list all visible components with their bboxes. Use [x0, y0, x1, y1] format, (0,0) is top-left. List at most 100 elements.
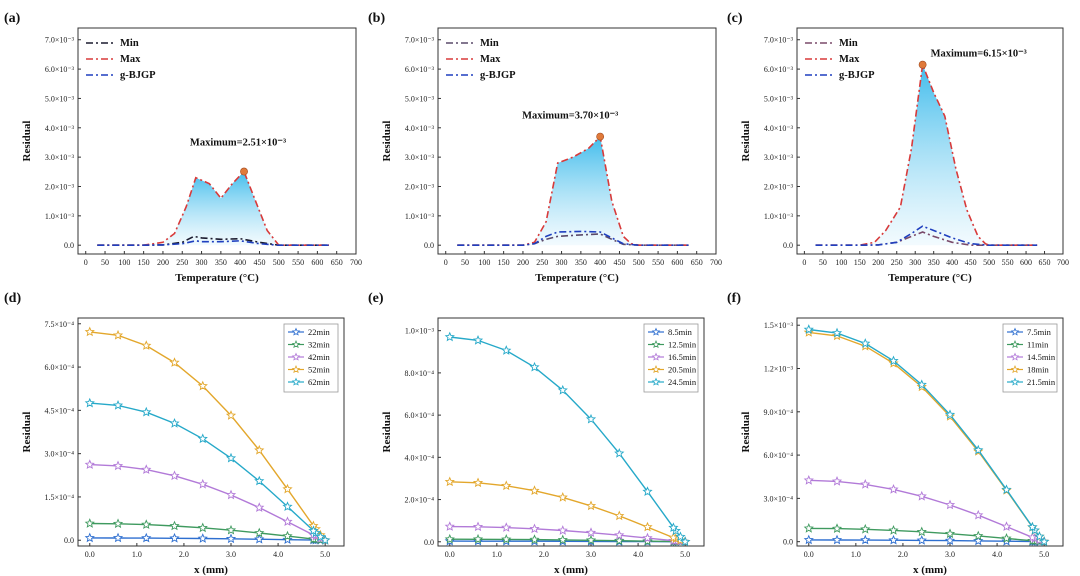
y-tick-label: 4.0×10⁻³ [45, 124, 75, 133]
x-tick-label: 350 [575, 258, 587, 267]
legend-label: 21.5min [1027, 377, 1056, 387]
fill-between-area [97, 171, 329, 246]
series-line-g-bjgp [97, 239, 329, 246]
legend-marker [291, 352, 301, 361]
y-tick-label: 1.5×10⁻³ [764, 321, 794, 330]
data-point-star [225, 489, 237, 500]
legend-marker [651, 364, 661, 374]
data-point-star [1034, 531, 1045, 541]
y-tick-label: 2.0×10⁻³ [764, 182, 794, 191]
x-tick-label: 550 [652, 258, 664, 267]
data-point-star [675, 531, 686, 542]
data-point-star [1001, 535, 1012, 546]
y-tick-label: 1.0×10⁻³ [405, 327, 435, 336]
data-point-star [614, 448, 625, 458]
x-tick-label: 500 [983, 258, 995, 267]
data-point-star [668, 522, 679, 533]
panel-label: (c) [727, 11, 743, 26]
data-point-star [1027, 521, 1038, 532]
x-tick-label: 300 [196, 258, 208, 267]
data-point-star [225, 533, 237, 544]
x-tick-label: 50 [461, 258, 469, 267]
x-tick-label: 4.0 [992, 550, 1002, 559]
plot-frame [437, 27, 717, 255]
data-point-star [888, 534, 899, 545]
y-tick-label: 6.0×10⁻⁴ [763, 451, 793, 460]
y-tick-label: 0.0 [424, 241, 434, 250]
x-tick-label: 2.0 [898, 550, 908, 559]
data-point-star [557, 384, 568, 395]
data-point-star [501, 345, 512, 355]
legend-label: g-BJGP [120, 70, 156, 81]
data-point-star [860, 534, 871, 545]
legend-label: 62min [308, 377, 330, 387]
data-point-star [1001, 533, 1012, 543]
data-point-star [501, 534, 512, 544]
x-tick-label: 4.0 [273, 550, 283, 559]
x-axis-label: Temperature (°C) [175, 272, 259, 284]
data-point-star [112, 329, 124, 340]
y-tick-label: 7.5×10⁻⁴ [44, 320, 74, 329]
data-point-star [642, 521, 653, 532]
x-axis-label: x (mm) [194, 564, 228, 576]
data-point-star [668, 532, 679, 542]
data-point-star [973, 509, 984, 520]
data-point-star [84, 518, 95, 528]
data-point-star [501, 522, 512, 532]
y-tick-label: 0.0 [64, 536, 74, 545]
x-tick-label: 0 [84, 258, 88, 267]
data-point-star [444, 476, 455, 487]
data-point-star [197, 478, 208, 489]
y-tick-label: 3.0×10⁻³ [45, 153, 75, 162]
y-tick-label: 1.0×10⁻³ [405, 212, 435, 221]
y-axis-label: Residual [21, 121, 33, 162]
data-point-star [831, 327, 843, 338]
y-tick-label: 6.0×10⁻³ [405, 65, 435, 74]
y-tick-label: 0.0 [783, 241, 793, 250]
chart-panel-4: (d) 0.0 1.0 2.0 3.0 4.0 5.0 0.0 1.5×10⁻⁴ 3.0×10⁻⁴… [4, 291, 345, 576]
legend-label: Min [120, 38, 139, 49]
data-point-star [112, 518, 124, 529]
data-point-star [84, 397, 95, 408]
data-point-star [84, 459, 95, 469]
maximum-annotation: Maximum=3.70×10⁻³ [522, 111, 618, 122]
y-tick-label: 6.0×10⁻³ [764, 65, 794, 74]
data-point-star [254, 475, 265, 486]
data-point-star [831, 523, 843, 533]
data-point-star [642, 486, 653, 496]
data-point-star [1039, 536, 1050, 547]
y-tick-label: 4.0×10⁻³ [764, 124, 794, 133]
data-point-star [472, 335, 484, 345]
data-point-star [141, 340, 152, 350]
legend-label: 20.5min [668, 365, 697, 375]
data-point-star [916, 535, 927, 545]
data-point-star [803, 474, 814, 485]
x-tick-label: 300 [556, 258, 568, 267]
legend-marker [651, 327, 661, 336]
y-tick-label: 3.0×10⁻³ [764, 153, 794, 162]
y-tick-label: 0.0 [424, 538, 434, 547]
x-axis-label: Temperature (°C) [535, 272, 619, 284]
y-tick-label: 2.0×10⁻³ [405, 182, 435, 191]
x-tick-label: 150 [498, 258, 510, 267]
series-line-62min [89, 402, 326, 541]
data-point-star [529, 534, 540, 544]
x-tick-label: 350 [215, 258, 227, 267]
data-point-star [585, 500, 597, 511]
x-tick-label: 200 [157, 258, 169, 267]
y-tick-label: 4.0×10⁻³ [405, 124, 435, 133]
plot-frame [437, 317, 705, 547]
x-tick-label: 200 [517, 258, 529, 267]
x-tick-label: 250 [536, 258, 548, 267]
data-point-star [444, 331, 455, 342]
data-point-star [225, 410, 237, 420]
data-point-star [197, 380, 208, 391]
y-tick-label: 1.5×10⁻⁴ [44, 493, 74, 502]
x-tick-label: 1.0 [492, 550, 502, 559]
data-point-star [197, 433, 208, 444]
x-tick-label: 0.0 [85, 550, 95, 559]
x-tick-label: 50 [101, 258, 109, 267]
series-line-g-bjgp [457, 230, 689, 246]
data-point-star [888, 484, 899, 494]
